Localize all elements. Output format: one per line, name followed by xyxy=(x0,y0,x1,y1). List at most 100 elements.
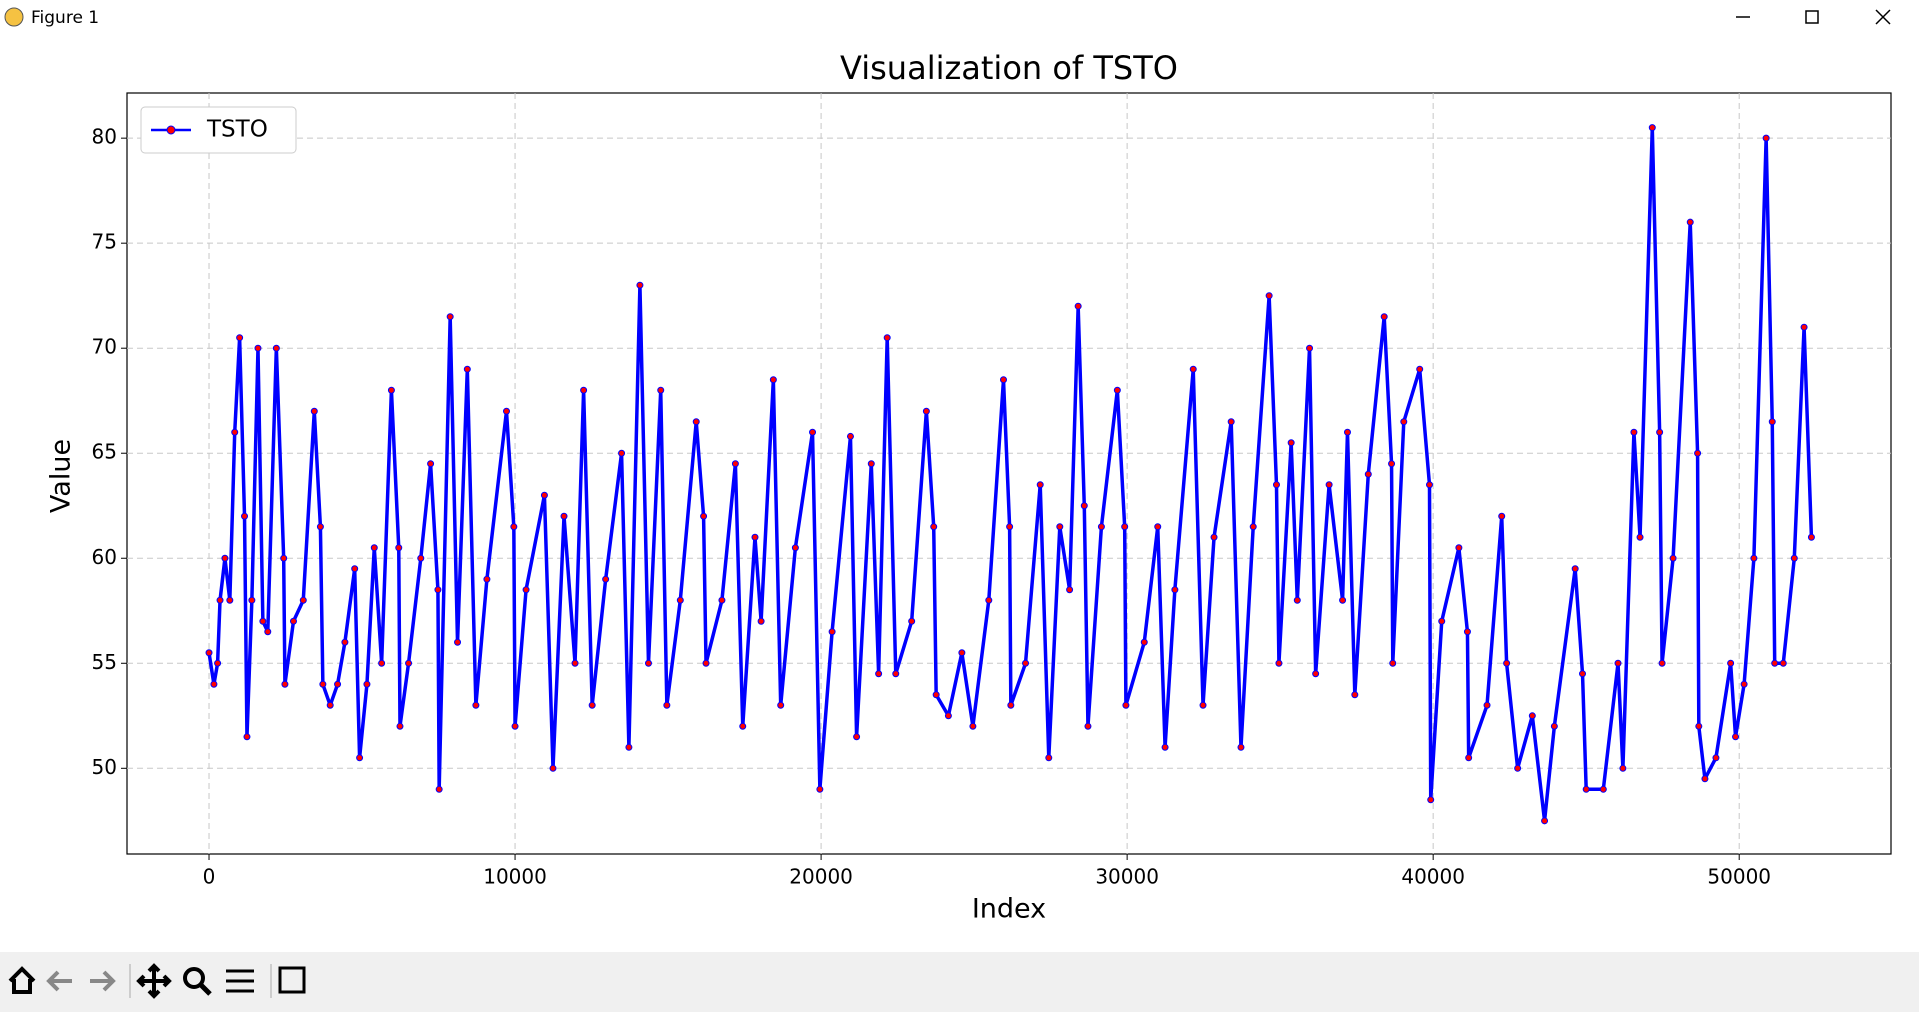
close-button[interactable] xyxy=(1875,9,1891,25)
data-point xyxy=(243,733,251,741)
data-point xyxy=(1293,596,1301,604)
data-point xyxy=(1364,470,1372,478)
data-point xyxy=(958,649,966,657)
data-point xyxy=(1171,586,1179,594)
data-point xyxy=(1579,670,1587,678)
data-point xyxy=(769,376,777,384)
forward-button[interactable] xyxy=(90,970,116,992)
data-point xyxy=(221,554,229,562)
data-point xyxy=(351,565,359,573)
data-point xyxy=(363,680,371,688)
data-point xyxy=(1695,722,1703,730)
y-tick-label: 65 xyxy=(92,440,117,464)
data-point xyxy=(625,743,633,751)
data-point xyxy=(289,617,297,625)
data-point xyxy=(1227,418,1235,426)
data-point xyxy=(1287,439,1295,447)
data-point xyxy=(1122,701,1130,709)
data-point xyxy=(718,596,726,604)
data-point xyxy=(1389,659,1397,667)
data-point xyxy=(757,617,765,625)
data-point xyxy=(571,659,579,667)
data-point xyxy=(1582,785,1590,793)
data-point xyxy=(210,680,218,688)
legend-marker xyxy=(166,125,176,135)
data-point xyxy=(226,596,234,604)
data-point xyxy=(254,344,262,352)
data-point xyxy=(1007,701,1015,709)
data-point xyxy=(702,659,710,667)
data-point xyxy=(434,586,442,594)
data-point xyxy=(1630,428,1638,436)
back-button[interactable] xyxy=(46,970,72,992)
data-point xyxy=(1189,365,1197,373)
data-point xyxy=(1265,292,1273,300)
data-point xyxy=(549,764,557,772)
data-point xyxy=(809,428,817,436)
zoom-button[interactable] xyxy=(183,967,205,989)
data-point xyxy=(427,460,435,468)
data-point xyxy=(853,733,861,741)
data-point xyxy=(1686,218,1694,226)
data-point xyxy=(1740,680,1748,688)
data-point xyxy=(1463,628,1471,636)
data-point xyxy=(502,407,510,415)
data-point xyxy=(1306,344,1314,352)
data-point xyxy=(791,544,799,552)
save-button[interactable] xyxy=(278,966,306,994)
data-point xyxy=(1080,502,1088,510)
data-point xyxy=(1113,386,1121,394)
data-point xyxy=(1528,712,1536,720)
legend-label: TSTO xyxy=(206,117,268,143)
data-point xyxy=(1727,659,1735,667)
x-tick-label: 40000 xyxy=(1401,865,1465,889)
data-point xyxy=(1388,460,1396,468)
data-point xyxy=(1669,554,1677,562)
data-point xyxy=(739,722,747,730)
data-point xyxy=(1503,659,1511,667)
data-point xyxy=(1807,533,1815,541)
data-point xyxy=(1074,302,1082,310)
maximize-button[interactable] xyxy=(1805,10,1819,24)
y-tick-label: 75 xyxy=(92,230,117,254)
configure-button[interactable] xyxy=(226,969,254,993)
data-point xyxy=(1006,523,1014,531)
home-button[interactable] xyxy=(8,966,36,994)
data-point xyxy=(1614,659,1622,667)
y-tick-label: 50 xyxy=(92,755,117,779)
x-tick-label: 50000 xyxy=(1707,865,1771,889)
data-point xyxy=(1599,785,1607,793)
data-point xyxy=(560,512,568,520)
data-point xyxy=(316,523,324,531)
data-point xyxy=(1400,418,1408,426)
data-point xyxy=(264,628,272,636)
data-point xyxy=(1694,449,1702,457)
data-point xyxy=(1750,554,1758,562)
data-point xyxy=(1656,428,1664,436)
app-icon xyxy=(4,7,24,27)
data-point xyxy=(1351,691,1359,699)
data-point xyxy=(999,376,1007,384)
data-point xyxy=(985,596,993,604)
data-point xyxy=(417,554,425,562)
y-tick-label: 80 xyxy=(92,125,117,149)
data-point xyxy=(867,460,875,468)
data-point xyxy=(435,785,443,793)
data-point xyxy=(908,617,916,625)
data-point xyxy=(777,701,785,709)
data-point xyxy=(1343,428,1351,436)
data-point xyxy=(751,533,759,541)
pan-button[interactable] xyxy=(136,963,172,999)
data-point xyxy=(1762,134,1770,142)
data-point xyxy=(1272,481,1280,489)
data-point xyxy=(1022,659,1030,667)
data-point xyxy=(1571,565,1579,573)
data-point xyxy=(892,670,900,678)
data-point xyxy=(299,596,307,604)
y-tick-label: 60 xyxy=(92,545,117,569)
data-point xyxy=(1498,512,1506,520)
data-point xyxy=(472,701,480,709)
data-point xyxy=(378,659,386,667)
